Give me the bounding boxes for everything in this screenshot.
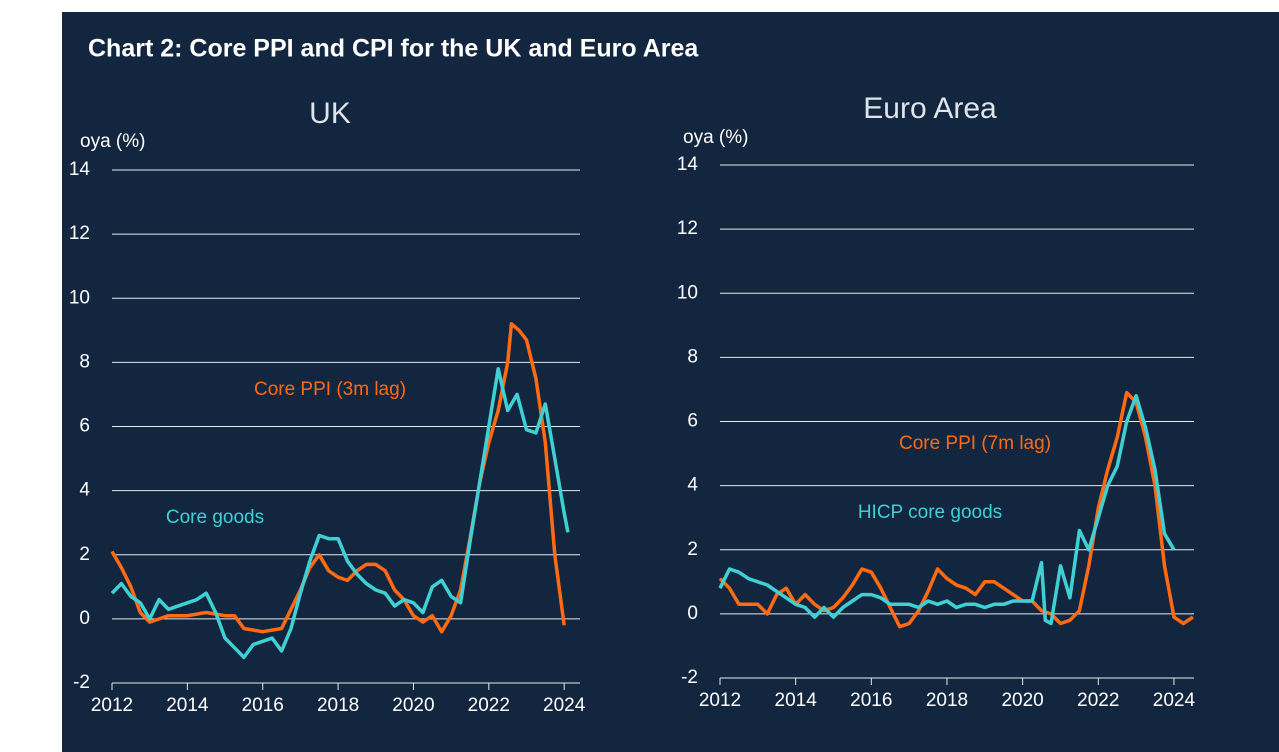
series-line [110, 322, 566, 634]
y-tick-label: 0 [687, 603, 698, 624]
x-tick-label: 2018 [317, 695, 359, 716]
series-label: HICP core goods [858, 502, 1002, 523]
y-tick-label: -2 [73, 672, 90, 693]
series-label: Core PPI (3m lag) [254, 379, 406, 400]
y-tick-label: 4 [687, 475, 698, 496]
x-tick-label: 2016 [850, 690, 892, 711]
series-line [718, 394, 1176, 626]
y-tick-label: 8 [79, 351, 90, 372]
x-tick-label: 2024 [543, 695, 586, 716]
y-tick-label: 14 [677, 154, 699, 175]
y-tick-label: 0 [79, 608, 90, 629]
y-tick-label: 6 [79, 416, 90, 437]
y-tick-label: 4 [79, 480, 90, 501]
y-tick-label: -2 [681, 667, 698, 688]
chart-title: Chart 2: Core PPI and CPI for the UK and… [88, 35, 699, 63]
series-label: Core PPI (7m lag) [899, 433, 1051, 454]
x-tick-label: 2020 [1001, 690, 1043, 711]
x-tick-label: 2022 [468, 695, 510, 716]
panel-title: UK [309, 97, 351, 130]
panel-title: Euro Area [863, 92, 997, 125]
x-tick-label: 2016 [242, 695, 284, 716]
x-tick-label: 2014 [166, 695, 209, 716]
x-tick-label: 2022 [1077, 690, 1119, 711]
y-axis-label: oya (%) [683, 127, 748, 148]
x-tick-label: 2014 [775, 690, 818, 711]
y-tick-label: 12 [677, 218, 698, 239]
y-tick-label: 6 [687, 411, 698, 432]
x-tick-label: 2012 [91, 695, 133, 716]
y-tick-label: 8 [687, 346, 698, 367]
y-tick-label: 10 [677, 282, 698, 303]
y-tick-label: 2 [687, 539, 698, 560]
y-tick-label: 14 [69, 159, 91, 180]
x-tick-label: 2024 [1153, 690, 1196, 711]
y-tick-label: 10 [69, 287, 90, 308]
x-tick-label: 2018 [926, 690, 968, 711]
y-tick-label: 12 [69, 223, 90, 244]
y-tick-label: 2 [79, 544, 90, 565]
x-tick-label: 2012 [699, 690, 741, 711]
y-axis-label: oya (%) [80, 131, 145, 152]
series-line [718, 390, 1194, 629]
background [62, 12, 1279, 752]
x-tick-label: 2020 [392, 695, 434, 716]
series-label: Core goods [166, 507, 264, 528]
series-line [110, 367, 570, 660]
